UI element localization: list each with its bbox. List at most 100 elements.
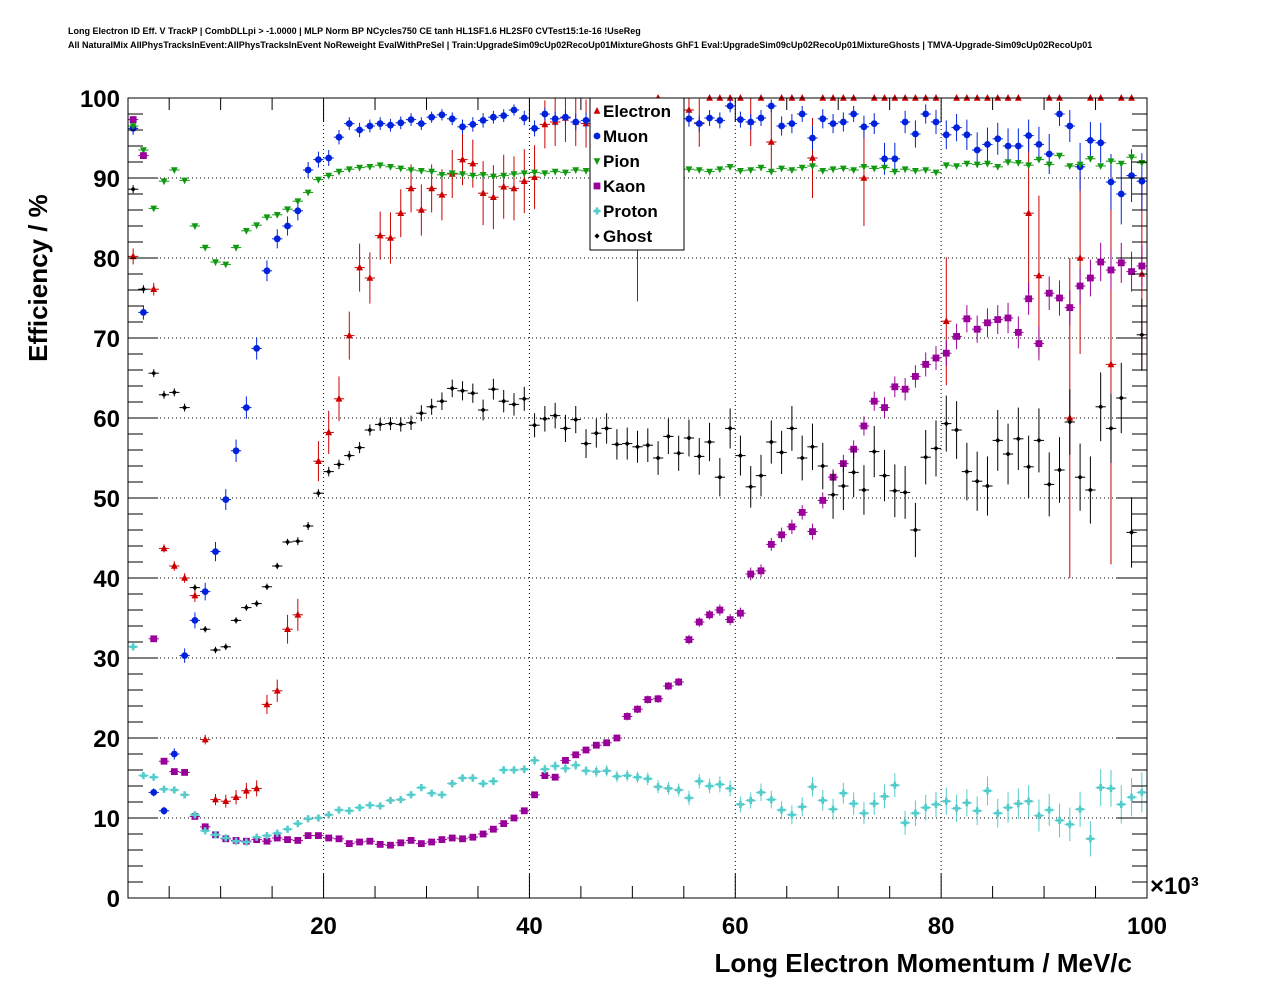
- data-point-muon: [961, 119, 973, 150]
- data-point-proton: [282, 825, 293, 833]
- data-point-kaon: [477, 830, 489, 838]
- marker-muon: [984, 141, 991, 148]
- data-point-electron: [200, 734, 211, 745]
- data-point-pion: [972, 161, 983, 169]
- data-point-kaon: [1044, 276, 1055, 310]
- data-point-electron: [797, 94, 808, 101]
- marker-pion: [942, 162, 950, 170]
- data-point-ghost: [735, 435, 746, 476]
- data-point-muon: [457, 119, 468, 134]
- marker-ghost: [212, 647, 219, 653]
- marker-pion: [747, 167, 755, 174]
- marker-proton-h: [695, 779, 703, 783]
- marker-proton-h: [397, 798, 405, 801]
- data-point-muon: [735, 111, 746, 128]
- data-point-proton: [1105, 770, 1117, 807]
- marker-pion: [448, 170, 456, 178]
- data-point-electron: [477, 161, 489, 226]
- marker-muon: [417, 120, 425, 127]
- data-point-ghost: [467, 383, 478, 403]
- marker-pion: [140, 147, 147, 154]
- data-point-electron: [755, 94, 767, 101]
- marker-proton-h: [983, 789, 992, 793]
- marker-kaon: [181, 769, 189, 776]
- marker-electron: [273, 686, 281, 694]
- marker-proton-h: [1025, 799, 1033, 803]
- data-point-pion: [508, 171, 520, 178]
- data-point-kaon: [704, 610, 715, 620]
- marker-pion: [1138, 160, 1146, 167]
- data-point-pion: [930, 169, 942, 177]
- marker-electron: [860, 174, 868, 181]
- data-point-proton: [272, 829, 283, 837]
- marker-pion: [572, 167, 580, 174]
- marker-kaon: [315, 832, 322, 839]
- marker-ghost: [717, 474, 723, 480]
- data-point-kaon: [1033, 326, 1045, 361]
- data-point-ghost: [601, 413, 612, 444]
- data-point-muon: [1002, 128, 1014, 164]
- data-point-electron: [1085, 94, 1096, 101]
- marker-kaon: [716, 606, 724, 614]
- marker-ghost: [943, 421, 949, 427]
- legend-entry-muon: Muon: [593, 127, 648, 146]
- data-point-pion: [580, 168, 592, 175]
- marker-proton: [891, 781, 899, 789]
- marker-pion: [1066, 163, 1074, 170]
- marker-proton-h: [675, 788, 683, 792]
- legend-label-ghost: Ghost: [603, 227, 652, 246]
- marker-proton: [695, 777, 703, 785]
- data-point-muon: [498, 109, 509, 122]
- data-point-muon: [848, 106, 859, 122]
- marker-proton-h: [1107, 787, 1115, 790]
- data-point-ghost: [539, 406, 551, 432]
- data-point-pion: [807, 163, 818, 170]
- legend-label-kaon: Kaon: [603, 177, 646, 196]
- data-point-electron: [817, 94, 828, 101]
- data-point-ghost: [416, 405, 427, 422]
- marker-pion: [994, 164, 1002, 171]
- data-point-electron: [930, 94, 942, 101]
- data-point-ghost: [128, 185, 139, 194]
- data-point-ghost: [1126, 497, 1137, 568]
- data-point-proton: [745, 792, 756, 809]
- marker-ghost: [820, 463, 826, 469]
- data-point-ghost: [591, 418, 602, 448]
- data-point-proton: [673, 783, 684, 797]
- marker-proton: [664, 784, 672, 792]
- data-point-pion: [714, 166, 725, 174]
- marker-pion: [912, 168, 919, 175]
- marker-proton: [1045, 806, 1053, 814]
- data-point-kaon: [148, 635, 159, 643]
- data-point-proton: [302, 815, 314, 823]
- legend-marker-pion: [593, 158, 601, 165]
- marker-electron: [1056, 94, 1063, 101]
- marker-ghost: [953, 427, 960, 433]
- marker-ghost: [984, 483, 991, 489]
- marker-electron: [809, 154, 816, 161]
- data-point-proton: [1054, 803, 1065, 838]
- marker-ghost: [171, 389, 177, 395]
- data-point-pion: [1105, 158, 1117, 166]
- marker-proton: [716, 780, 724, 788]
- marker-ghost: [1067, 419, 1073, 425]
- marker-ghost: [737, 453, 744, 459]
- marker-pion: [1117, 160, 1125, 168]
- marker-electron: [170, 562, 178, 569]
- x-tick-label: 100: [1127, 913, 1167, 940]
- data-point-electron: [1095, 94, 1106, 101]
- marker-kaon: [747, 570, 755, 578]
- data-point-muon: [786, 114, 798, 134]
- data-point-ghost: [920, 430, 931, 485]
- data-point-kaon: [858, 416, 870, 436]
- marker-ghost: [871, 449, 877, 455]
- marker-proton-h: [294, 822, 302, 825]
- marker-pion: [984, 160, 991, 168]
- data-point-pion: [1013, 160, 1024, 167]
- data-point-kaon: [550, 773, 561, 781]
- data-point-electron: [241, 782, 252, 799]
- marker-proton-h: [1086, 837, 1094, 841]
- data-point-proton: [230, 837, 242, 845]
- marker-kaon: [489, 825, 497, 833]
- data-point-muon: [1054, 102, 1065, 126]
